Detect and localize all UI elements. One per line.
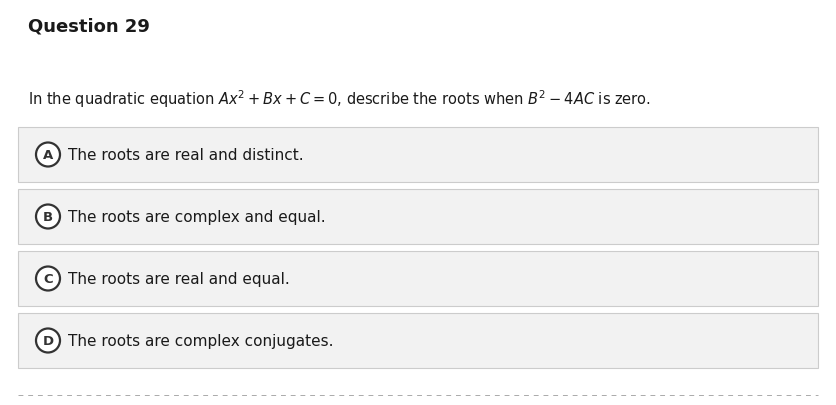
Text: The roots are real and equal.: The roots are real and equal. — [68, 271, 290, 286]
FancyBboxPatch shape — [18, 128, 818, 183]
Text: A: A — [43, 149, 54, 162]
Circle shape — [36, 143, 60, 167]
FancyBboxPatch shape — [18, 313, 818, 368]
Text: In the quadratic equation $\it{A}x^2 + \it{B}x + \it{C} = 0$, describe the roots: In the quadratic equation $\it{A}x^2 + \… — [28, 88, 651, 109]
Text: The roots are complex conjugates.: The roots are complex conjugates. — [68, 333, 334, 348]
Text: Question 29: Question 29 — [28, 18, 150, 36]
Text: The roots are complex and equal.: The roots are complex and equal. — [68, 209, 326, 224]
FancyBboxPatch shape — [18, 190, 818, 244]
FancyBboxPatch shape — [18, 252, 818, 306]
Text: B: B — [43, 211, 53, 224]
Text: D: D — [43, 334, 54, 347]
Text: The roots are real and distinct.: The roots are real and distinct. — [68, 148, 303, 162]
Circle shape — [36, 267, 60, 291]
Text: C: C — [43, 272, 53, 285]
Circle shape — [36, 205, 60, 229]
Circle shape — [36, 329, 60, 353]
